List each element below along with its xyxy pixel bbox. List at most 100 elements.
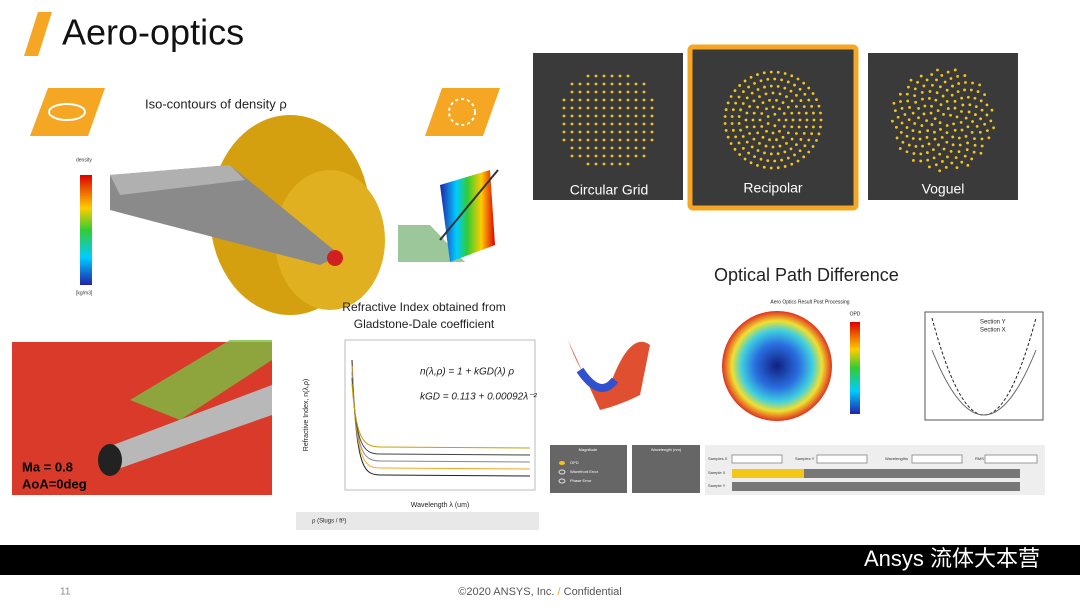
dot [780,158,784,162]
dot [983,93,986,97]
dot [946,70,950,74]
dot [769,152,773,156]
dot [634,90,638,94]
dot [975,124,979,128]
slider[interactable] [732,469,1020,478]
dot [905,134,909,138]
dot [810,104,814,108]
dot [905,92,909,96]
dot [724,129,728,132]
dot [963,74,967,77]
radio[interactable] [559,461,565,465]
dot [952,122,955,126]
dot [967,110,971,114]
dot [744,118,748,122]
dot [758,141,761,145]
dot [817,132,821,136]
dot [795,143,798,147]
dot [745,125,749,129]
dot [892,101,896,105]
dot [771,91,775,95]
dot [941,94,945,98]
dot [586,138,590,142]
dot [925,135,929,139]
dot [578,138,582,142]
dot [778,107,781,111]
dot [745,111,749,115]
surface-plot [576,367,619,392]
probe [439,169,499,241]
control-label: Wavelength (nm) [651,447,682,452]
dot [940,74,944,77]
dot [749,161,753,165]
dot [796,77,800,81]
dot [594,138,598,142]
separator: / [558,586,562,598]
dot [921,144,924,148]
dot [610,162,614,166]
dot [562,98,566,102]
dot [964,81,967,84]
radio[interactable] [558,469,566,475]
dot [931,83,934,87]
dot [737,122,741,125]
dot [970,130,974,134]
dot [943,80,947,84]
flow-body [100,385,272,470]
dot [578,98,582,102]
dot [946,155,949,159]
dot [920,124,924,127]
dot [562,138,566,142]
dot [979,99,983,103]
input[interactable] [731,454,783,464]
dot [739,128,742,132]
dot [642,122,646,126]
dot [741,135,745,138]
dot [812,111,815,115]
title-accent [24,12,52,56]
input[interactable] [911,454,963,464]
dot [570,130,574,134]
grid-label: Circular Grid [570,182,649,198]
dot [602,98,606,102]
dot [570,82,574,86]
dot [650,130,654,134]
dot [953,128,957,132]
dot [737,95,741,99]
radio[interactable] [558,478,566,484]
dot [642,90,646,94]
dot [960,110,963,113]
dot [778,144,782,148]
dot [802,81,806,85]
dot [778,92,782,96]
dot [949,77,953,80]
dot [898,147,902,150]
dot [953,106,957,110]
dot [790,137,794,141]
dot [733,147,737,151]
dot [729,142,733,145]
dot [775,138,778,142]
dot [930,104,933,108]
dot [927,96,931,100]
dot [903,113,907,116]
input[interactable] [816,454,868,464]
body [110,165,245,195]
dot [790,111,794,115]
dot [919,159,923,163]
dot [911,137,915,140]
dot [938,152,942,156]
dot [731,108,735,112]
input[interactable] [984,454,1038,464]
dot [978,130,982,134]
dot [960,128,964,132]
dot [949,149,953,153]
dot [734,101,738,105]
dot [817,104,821,108]
dot [949,113,952,117]
surface-plot [568,340,650,410]
dot [973,96,977,100]
dot [618,146,622,150]
slider[interactable] [732,482,1020,491]
